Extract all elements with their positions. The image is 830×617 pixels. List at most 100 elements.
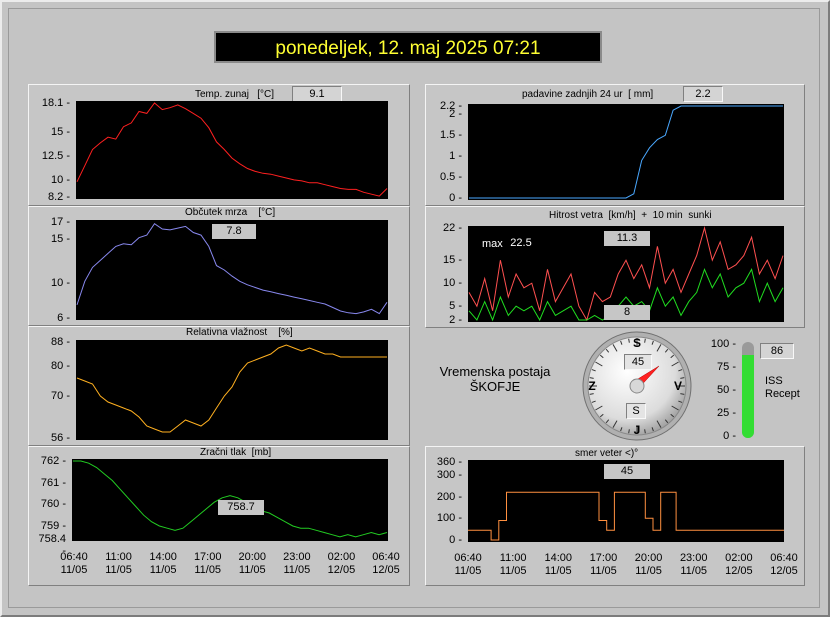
- x-tick-label: 23:00 11/05: [275, 551, 319, 577]
- x-tick-time: 02:00: [327, 551, 356, 563]
- y-tick-label: 15 -: [51, 233, 70, 246]
- compass-tick: [671, 361, 679, 367]
- wind-compass: S J Z V: [582, 331, 692, 441]
- x-tick-time: 20:00: [238, 551, 267, 563]
- x-tick-time: 06:40: [372, 551, 400, 563]
- compass-tick: [664, 348, 669, 353]
- y-tick-label: 80 -: [51, 360, 70, 372]
- x-tick-date: 12/05: [327, 564, 356, 576]
- y-tick-label: 0 -: [449, 534, 462, 546]
- compass-tick: [599, 413, 604, 418]
- windchill-value: 7.8: [212, 224, 256, 239]
- x-tick-time: 11:00: [499, 552, 527, 564]
- x-tick-date: 11/05: [544, 565, 572, 577]
- compass-west: Z: [588, 379, 595, 393]
- x-tick-label: 14:00 11/05: [536, 552, 580, 578]
- y-tick-label: 70 -: [51, 390, 70, 402]
- y-tick-label: 12.5 -: [41, 150, 70, 163]
- compass-tick: [612, 420, 618, 428]
- x-tick-date: 11/05: [680, 565, 708, 577]
- y-tick-label: 8.2 -: [47, 191, 70, 203]
- x-tick-label: 06:40 11/05: [52, 551, 96, 577]
- y-tick-label: 2 -: [449, 314, 462, 326]
- station-line2: ŠKOFJE: [469, 379, 521, 394]
- y-tick-label: 10 -: [51, 173, 70, 186]
- compass-tick: [680, 393, 685, 395]
- windchill-title: Občutek mrza [°C]: [185, 207, 276, 218]
- compass-tick: [670, 354, 675, 359]
- compass-tick: [589, 377, 594, 379]
- y-tick-label: 100 -: [436, 512, 462, 525]
- y-tick-label: 0.5 -: [439, 171, 462, 184]
- y-tick-label: 18.1 -: [41, 97, 70, 109]
- pressure-value: 758.7: [218, 500, 264, 515]
- y-tick-label: 15 -: [51, 126, 70, 139]
- temperature-title: Temp. zunaj [°C]: [195, 89, 275, 100]
- x-tick-date: 12/05: [372, 564, 400, 576]
- x-tick-time: 06:40: [60, 551, 88, 563]
- compass-east: V: [674, 379, 682, 393]
- y-tick-label: 758.4 -: [38, 533, 66, 557]
- x-tick-time: 14:00: [544, 552, 573, 564]
- rain-value: 2.2: [683, 86, 723, 102]
- wind-speed-value: 8: [604, 305, 650, 320]
- compass-tick: [612, 344, 618, 352]
- compass-tick: [599, 354, 604, 359]
- x-tick-time: 23:00: [283, 551, 311, 563]
- compass-tick: [591, 369, 596, 372]
- compass-tick: [656, 344, 662, 352]
- x-tick-label: 17:00 11/05: [186, 551, 230, 577]
- iss-label-line2: Recept: [765, 388, 800, 400]
- compass-tick: [671, 405, 679, 411]
- x-tick-label: 02:00 12/05: [717, 552, 761, 578]
- pressure-title: Zračni tlak [mb]: [200, 447, 272, 458]
- compass-tick: [628, 338, 630, 343]
- y-tick-label: 200 -: [436, 490, 462, 503]
- x-tick-date: 12/05: [725, 565, 753, 577]
- x-tick-time: 06:40: [454, 552, 482, 564]
- x-tick-label: 06:40 11/05: [446, 552, 490, 578]
- compass-tick: [595, 361, 603, 367]
- x-tick-label: 17:00 11/05: [581, 552, 625, 578]
- compass-tick: [656, 420, 662, 428]
- x-tick-label: 11:00 11/05: [97, 551, 141, 577]
- y-tick-label: 17 -: [51, 216, 70, 228]
- x-tick-date: 12/05: [770, 565, 798, 577]
- iss-label-line1: ISS: [765, 375, 783, 387]
- x-tick-label: 06:40 12/05: [364, 551, 408, 577]
- x-tick-label: 06:40 12/05: [762, 552, 806, 578]
- x-tick-date: 11/05: [60, 564, 88, 576]
- x-tick-date: 11/05: [149, 564, 177, 576]
- y-tick-label: 15 -: [443, 254, 462, 267]
- x-tick-time: 06:40: [770, 552, 798, 564]
- temperature-series: [76, 102, 388, 197]
- iss-gauge-track: [742, 342, 754, 438]
- station-name: Vremenska postaja ŠKOFJE: [430, 364, 560, 394]
- humidity-plot: [76, 340, 388, 440]
- humidity-title: Relativna vlažnost [%]: [186, 327, 293, 338]
- temperature-plot: [76, 101, 388, 199]
- pressure-series: [73, 460, 388, 538]
- temperature-value: 9.1: [292, 86, 342, 102]
- wind-gust-series: [468, 226, 784, 322]
- rain-series: [469, 105, 783, 199]
- x-tick-time: 17:00: [193, 551, 222, 563]
- humidity-series: [76, 344, 387, 433]
- y-tick-label: 10 -: [443, 277, 462, 290]
- x-tick-date: 11/05: [454, 565, 482, 577]
- y-tick-label: 100 -: [710, 338, 736, 350]
- y-tick-label: 75 -: [717, 361, 736, 373]
- compass-tick: [651, 340, 654, 345]
- y-tick-label: 300 -: [436, 469, 462, 481]
- x-tick-time: 23:00: [679, 552, 708, 564]
- iss-value: 86: [760, 343, 794, 359]
- x-tick-date: 11/05: [283, 564, 311, 576]
- compass-tick: [605, 348, 610, 353]
- x-tick-time: 17:00: [589, 552, 618, 564]
- compass-tick: [605, 419, 610, 424]
- iss-label: ISS Recept: [765, 375, 800, 401]
- x-tick-time: 14:00: [149, 551, 177, 563]
- x-tick-label: 14:00 11/05: [141, 551, 185, 577]
- x-tick-date: 11/05: [590, 565, 617, 577]
